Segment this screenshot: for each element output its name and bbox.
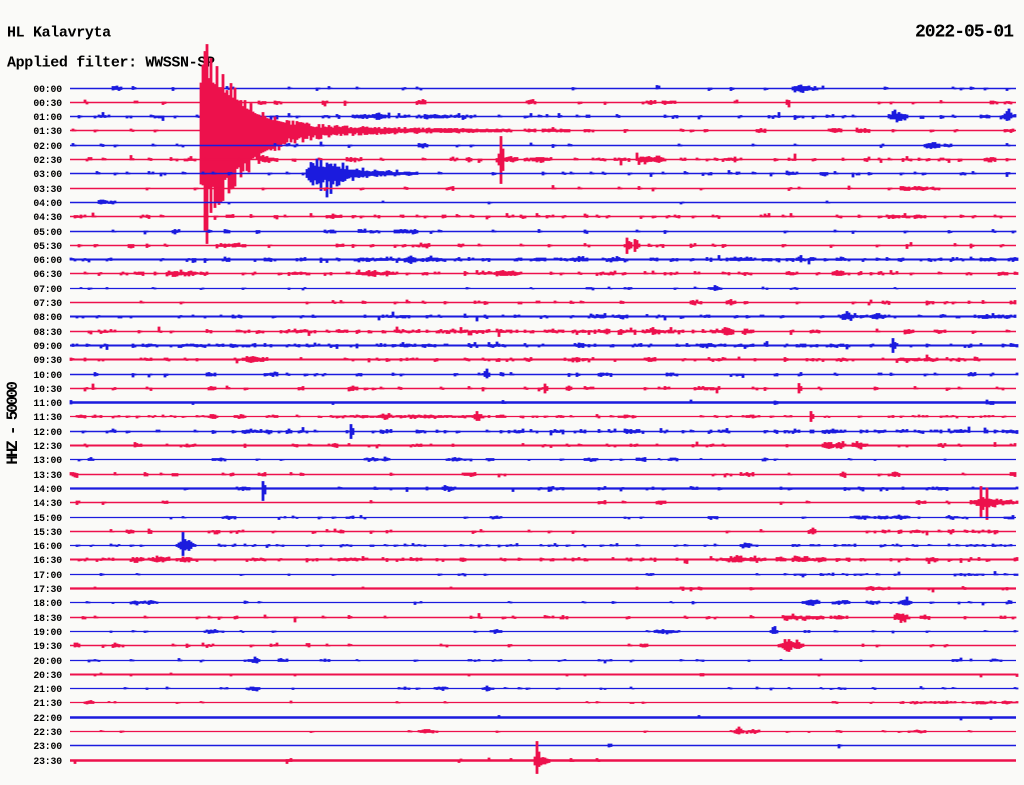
svg-text:23:00: 23:00 (33, 741, 62, 752)
svg-text:00:30: 00:30 (33, 98, 62, 109)
svg-text:04:00: 04:00 (33, 198, 62, 209)
svg-text:23:30: 23:30 (33, 756, 62, 767)
svg-text:19:00: 19:00 (33, 627, 62, 638)
svg-text:05:00: 05:00 (33, 227, 62, 238)
svg-text:17:00: 17:00 (33, 570, 62, 581)
svg-text:HHZ - 50000: HHZ - 50000 (4, 382, 22, 465)
svg-text:07:30: 07:30 (33, 298, 62, 309)
svg-text:21:00: 21:00 (33, 684, 62, 695)
svg-text:14:00: 14:00 (33, 484, 62, 495)
svg-text:09:30: 09:30 (33, 355, 62, 366)
svg-text:22:30: 22:30 (33, 727, 62, 738)
svg-text:15:30: 15:30 (33, 527, 62, 538)
svg-text:07:00: 07:00 (33, 284, 62, 295)
svg-text:16:00: 16:00 (33, 541, 62, 552)
svg-text:19:30: 19:30 (33, 641, 62, 652)
svg-text:11:30: 11:30 (33, 412, 62, 423)
svg-text:Applied filter: WWSSN-SP: Applied filter: WWSSN-SP (7, 54, 215, 71)
svg-text:09:00: 09:00 (33, 341, 62, 352)
svg-text:18:30: 18:30 (33, 613, 62, 624)
svg-text:02:00: 02:00 (33, 141, 62, 152)
svg-text:05:30: 05:30 (33, 241, 62, 252)
svg-text:00:00: 00:00 (33, 84, 62, 95)
svg-text:10:00: 10:00 (33, 370, 62, 381)
svg-text:02:30: 02:30 (33, 155, 62, 166)
svg-text:06:30: 06:30 (33, 269, 62, 280)
svg-text:18:00: 18:00 (33, 598, 62, 609)
svg-text:08:30: 08:30 (33, 327, 62, 338)
svg-text:13:30: 13:30 (33, 470, 62, 481)
svg-text:20:30: 20:30 (33, 670, 62, 681)
svg-text:06:00: 06:00 (33, 255, 62, 266)
svg-text:12:00: 12:00 (33, 427, 62, 438)
svg-text:03:00: 03:00 (33, 169, 62, 180)
svg-text:2022-05-01: 2022-05-01 (915, 22, 1014, 42)
svg-text:03:30: 03:30 (33, 184, 62, 195)
svg-text:01:30: 01:30 (33, 126, 62, 137)
svg-text:17:30: 17:30 (33, 584, 62, 595)
svg-text:16:30: 16:30 (33, 555, 62, 566)
svg-text:HL Kalavryta: HL Kalavryta (7, 24, 111, 41)
svg-text:04:30: 04:30 (33, 212, 62, 223)
svg-text:15:00: 15:00 (33, 513, 62, 524)
svg-text:14:30: 14:30 (33, 498, 62, 509)
svg-text:12:30: 12:30 (33, 441, 62, 452)
svg-text:11:00: 11:00 (33, 398, 62, 409)
svg-text:01:00: 01:00 (33, 112, 62, 123)
svg-text:22:00: 22:00 (33, 713, 62, 724)
svg-text:13:00: 13:00 (33, 455, 62, 466)
svg-text:20:00: 20:00 (33, 656, 62, 667)
svg-text:08:00: 08:00 (33, 312, 62, 323)
svg-text:21:30: 21:30 (33, 698, 62, 709)
svg-text:10:30: 10:30 (33, 384, 62, 395)
